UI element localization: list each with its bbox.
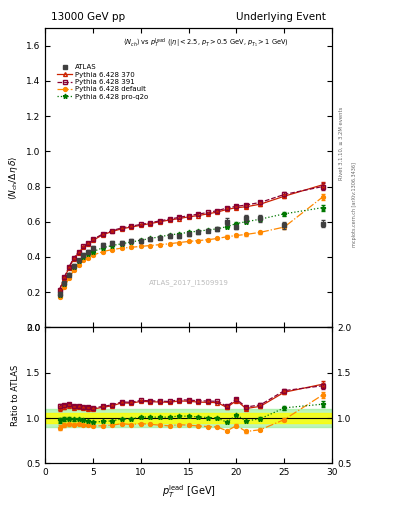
Legend: ATLAS, Pythia 6.428 370, Pythia 6.428 391, Pythia 6.428 default, Pythia 6.428 pr: ATLAS, Pythia 6.428 370, Pythia 6.428 39… [54,61,151,103]
Bar [45,414,332,422]
Y-axis label: $\langle N_{\rm ch}/\Delta\eta\,\delta\rangle$: $\langle N_{\rm ch}/\Delta\eta\,\delta\r… [7,156,20,200]
Y-axis label: Ratio to ATLAS: Ratio to ATLAS [11,365,20,426]
Text: ATLAS_2017_I1509919: ATLAS_2017_I1509919 [149,279,229,286]
Text: mcplots.cern.ch [arXiv:1306.3436]: mcplots.cern.ch [arXiv:1306.3436] [352,162,357,247]
Text: Underlying Event: Underlying Event [237,12,326,22]
X-axis label: $p_T^{\rm lead}$ [GeV]: $p_T^{\rm lead}$ [GeV] [162,483,215,500]
Text: Rivet 3.1.10, ≥ 3.2M events: Rivet 3.1.10, ≥ 3.2M events [339,106,344,180]
Text: 13000 GeV pp: 13000 GeV pp [51,12,125,22]
Text: $\langle N_{ch}\rangle$ vs $p_T^{\rm lead}$ ($|\eta|<2.5$, $p_T>0.5$ GeV, $p_{T_: $\langle N_{ch}\rangle$ vs $p_T^{\rm lea… [123,37,288,51]
Bar [45,409,332,427]
